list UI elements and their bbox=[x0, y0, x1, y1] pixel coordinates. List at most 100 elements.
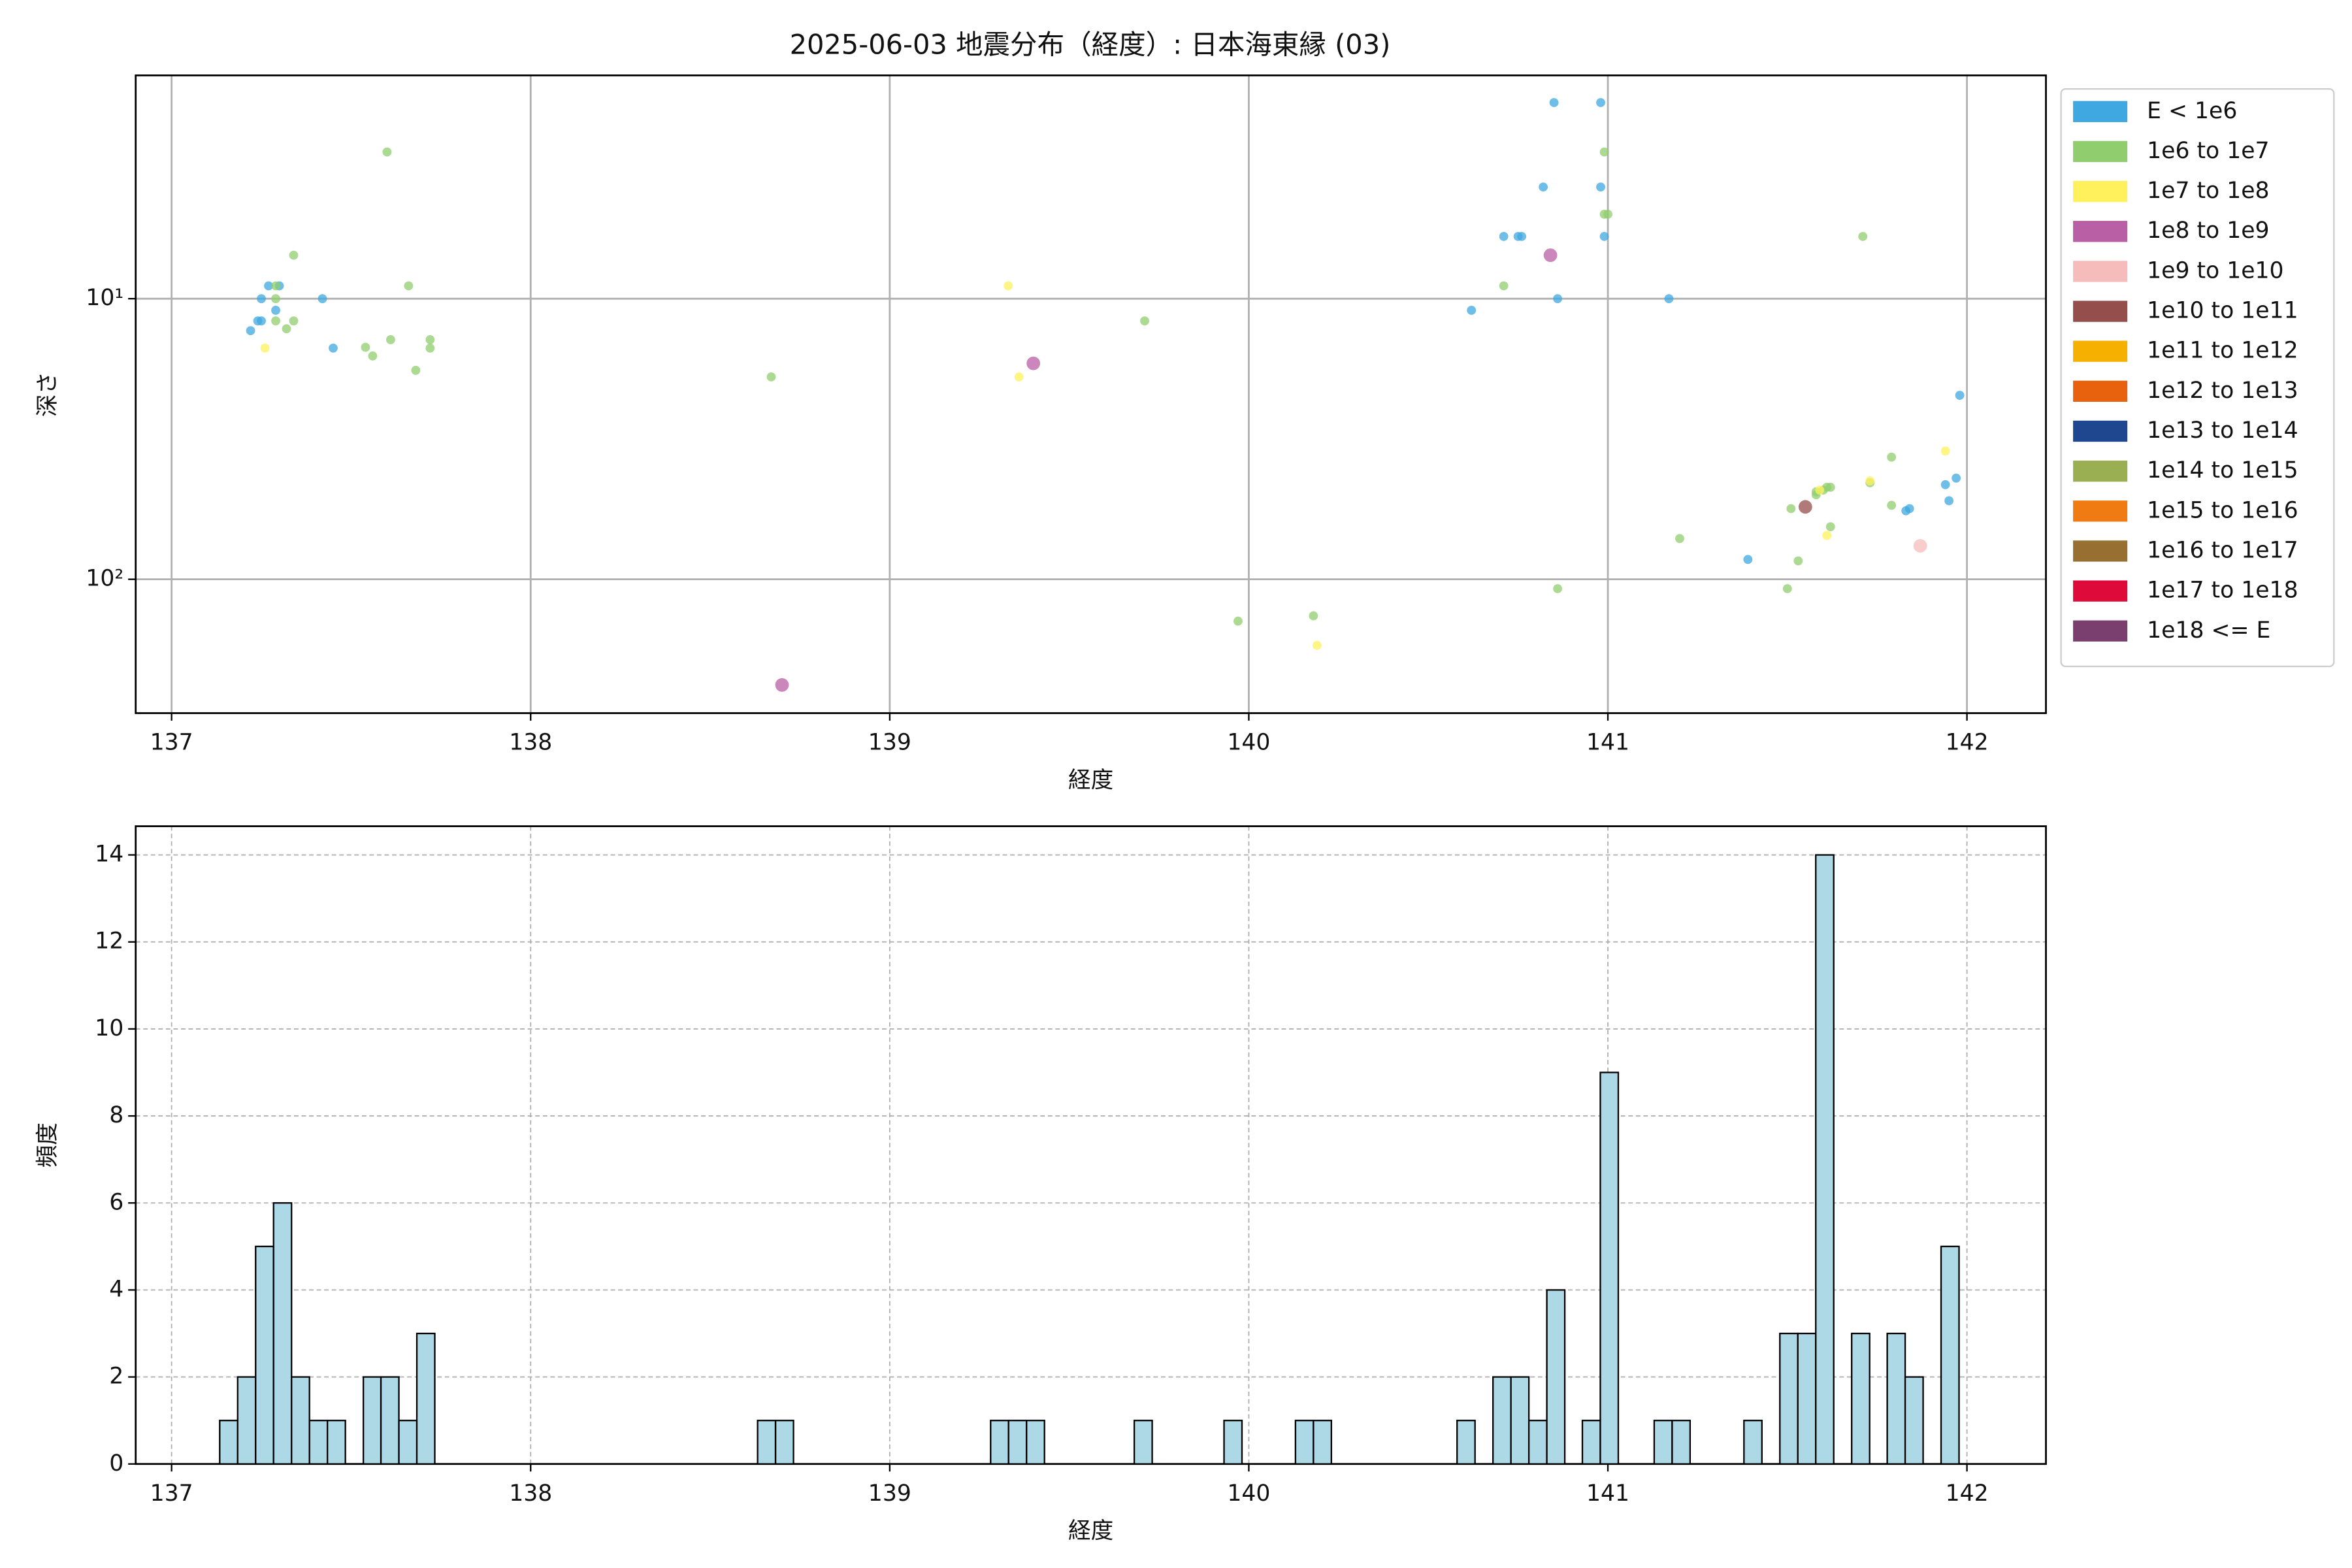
scatter-point bbox=[1553, 584, 1563, 593]
legend-swatch bbox=[2073, 301, 2128, 322]
scatter-point bbox=[1887, 500, 1897, 510]
legend-swatch bbox=[2073, 420, 2128, 442]
legend-label: 1e13 to 1e14 bbox=[2147, 417, 2298, 444]
scatter-point bbox=[1793, 556, 1803, 566]
legend-label: 1e15 to 1e16 bbox=[2147, 497, 2298, 523]
y-tick-label: 10¹ bbox=[86, 285, 123, 311]
histogram-bar bbox=[757, 1420, 777, 1465]
histogram-bar bbox=[237, 1376, 257, 1465]
legend-label: 1e9 to 1e10 bbox=[2147, 257, 2283, 284]
histogram-bar bbox=[1492, 1376, 1512, 1465]
legend-label: 1e16 to 1e17 bbox=[2147, 537, 2298, 563]
y-tick-label: 6 bbox=[109, 1189, 123, 1215]
chart-title: 2025-06-03 地震分布（経度）: 日本海東縁 (03) bbox=[790, 29, 1391, 61]
histogram-bar bbox=[1779, 1332, 1799, 1465]
legend-swatch bbox=[2073, 101, 2128, 122]
histogram-bar bbox=[1743, 1420, 1763, 1465]
legend-label: 1e6 to 1e7 bbox=[2147, 138, 2269, 164]
histogram-bar bbox=[272, 1202, 293, 1465]
x-tick-label: 142 bbox=[1946, 1480, 1989, 1507]
scatter-point bbox=[1952, 473, 1961, 483]
legend-swatch bbox=[2073, 140, 2128, 163]
scatter-point bbox=[1822, 531, 1832, 540]
legend-label: 1e17 to 1e18 bbox=[2147, 578, 2298, 604]
histogram-bar bbox=[362, 1376, 382, 1465]
x-axis-label: 経度 bbox=[1068, 767, 1113, 793]
legend-label: 1e7 to 1e8 bbox=[2147, 178, 2269, 204]
y-tick-label: 10 bbox=[95, 1015, 123, 1041]
legend-label: E < 1e6 bbox=[2147, 98, 2237, 124]
scatter-point bbox=[1312, 640, 1322, 650]
plot-frame bbox=[135, 74, 2047, 714]
histogram-bar bbox=[1886, 1332, 1906, 1465]
x-tick-label: 142 bbox=[1946, 730, 1989, 756]
histogram-bar bbox=[1007, 1420, 1028, 1465]
scatter-point bbox=[1940, 446, 1950, 456]
y-tick-label: 0 bbox=[109, 1450, 123, 1477]
x-tick-label: 139 bbox=[868, 1480, 911, 1507]
histogram-bar bbox=[416, 1332, 436, 1465]
x-tick-label: 137 bbox=[150, 1480, 193, 1507]
legend-swatch bbox=[2073, 580, 2128, 602]
scatter-point bbox=[385, 335, 395, 344]
scatter-point bbox=[404, 281, 414, 291]
legend-label: 1e14 to 1e15 bbox=[2147, 457, 2298, 483]
scatter-point bbox=[1140, 316, 1149, 326]
y-tick-label: 8 bbox=[109, 1102, 123, 1128]
scatter-point bbox=[425, 343, 435, 353]
scatter-point bbox=[1233, 616, 1243, 626]
scatter-point bbox=[1904, 504, 1914, 514]
scatter-point bbox=[257, 294, 266, 304]
legend-swatch bbox=[2073, 180, 2128, 203]
scatter-point bbox=[1955, 391, 1965, 400]
scatter-point bbox=[1309, 611, 1318, 621]
scatter-point bbox=[1549, 98, 1559, 107]
legend-label: 1e8 to 1e9 bbox=[2147, 218, 2269, 244]
x-tick-label: 141 bbox=[1586, 1480, 1629, 1507]
scatter-point bbox=[260, 343, 270, 353]
scatter-point bbox=[1603, 209, 1612, 219]
legend-swatch bbox=[2073, 221, 2128, 242]
histogram-bar bbox=[1223, 1420, 1243, 1465]
scatter-point bbox=[1782, 584, 1792, 593]
histogram-bar bbox=[1546, 1289, 1566, 1465]
scatter-point bbox=[271, 281, 280, 291]
legend-frame bbox=[2060, 88, 2335, 668]
x-tick-label: 139 bbox=[868, 730, 911, 756]
scatter-point bbox=[1798, 500, 1812, 514]
histogram-bar bbox=[1133, 1420, 1153, 1465]
scatter-point bbox=[368, 351, 378, 361]
histogram-bar bbox=[1797, 1332, 1817, 1465]
scatter-point bbox=[246, 326, 255, 336]
scatter-point bbox=[1887, 452, 1897, 462]
legend-swatch bbox=[2073, 540, 2128, 562]
scatter-point bbox=[1499, 281, 1509, 291]
scatter-point bbox=[425, 335, 435, 344]
scatter-point bbox=[361, 342, 370, 352]
scatter-point bbox=[1026, 356, 1041, 370]
scatter-point bbox=[411, 365, 421, 375]
scatter-point bbox=[1596, 98, 1605, 107]
x-tick-label: 140 bbox=[1227, 730, 1270, 756]
scatter-point bbox=[1865, 476, 1875, 485]
scatter-point bbox=[1599, 231, 1609, 241]
histogram-bar bbox=[1653, 1420, 1673, 1465]
scatter-point bbox=[264, 281, 273, 291]
scatter-point bbox=[318, 294, 327, 304]
histogram-bar bbox=[308, 1420, 329, 1465]
scatter-point bbox=[289, 250, 299, 260]
scatter-point bbox=[1596, 182, 1605, 192]
scatter-point bbox=[1664, 294, 1674, 304]
histogram-bar bbox=[1527, 1420, 1548, 1465]
histogram-bar bbox=[1294, 1420, 1315, 1465]
scatter-point bbox=[271, 316, 280, 326]
scatter-point bbox=[1599, 147, 1609, 157]
legend-swatch bbox=[2073, 461, 2128, 482]
scatter-point bbox=[271, 306, 280, 315]
histogram-bar bbox=[1510, 1376, 1530, 1465]
scatter-point bbox=[1825, 522, 1835, 532]
histogram-bar bbox=[1671, 1420, 1691, 1465]
scatter-point bbox=[1944, 496, 1954, 506]
